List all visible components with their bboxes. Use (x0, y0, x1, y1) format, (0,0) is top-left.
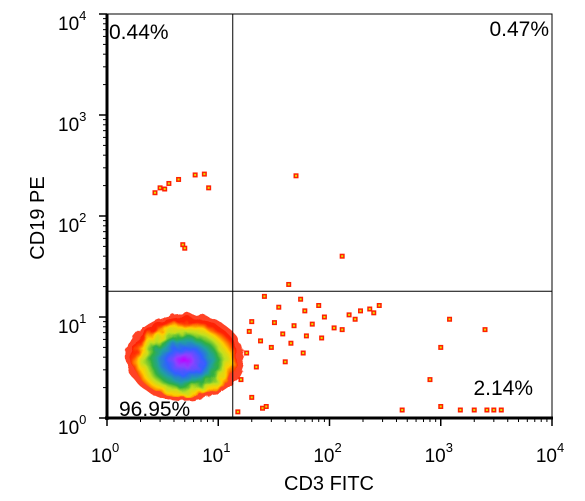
event-dot-core (492, 409, 495, 412)
x-tick-label: 104 (536, 440, 564, 467)
event-dot-core (359, 309, 362, 312)
event-dot-core (250, 396, 253, 399)
event-dot-core (177, 178, 180, 181)
event-dot-core (459, 409, 462, 412)
event-dot-core (284, 360, 287, 363)
event-dot-core (311, 323, 314, 326)
event-dot-core (295, 174, 298, 177)
y-tick-label: 100 (58, 412, 86, 439)
event-dot-core (401, 409, 404, 412)
event-dot-core (194, 173, 197, 176)
event-dot-core (281, 332, 284, 335)
y-tick-label: 101 (58, 311, 86, 338)
event-dot-core (270, 346, 273, 349)
event-dot-core (485, 409, 488, 412)
x-tick-label: 102 (313, 440, 341, 467)
event-dot-core (293, 324, 296, 327)
quadrant-label-upper-right: 0.47% (489, 18, 549, 41)
event-dot-core (207, 186, 210, 189)
event-dot-core (250, 320, 253, 323)
event-dot-core (299, 298, 302, 301)
event-dot-core (236, 410, 239, 413)
event-dot-core (302, 352, 305, 355)
event-dot-core (341, 255, 344, 258)
y-axis-label: CD19 PE (27, 176, 49, 259)
event-dot-core (203, 173, 206, 176)
x-tick-label: 100 (91, 440, 119, 467)
quadrant-label-lower-left: 96.95% (119, 398, 190, 421)
event-dot-core (378, 304, 381, 307)
event-dot-core (303, 309, 306, 312)
event-dot-core (277, 306, 280, 309)
event-dot-core (439, 346, 442, 349)
event-dot-core (473, 409, 476, 412)
event-dot-core (439, 405, 442, 408)
event-dot-core (348, 313, 351, 316)
event-dot-core (261, 407, 264, 410)
event-dot-core (305, 334, 308, 337)
event-dot-core (289, 342, 292, 345)
event-dot-core (320, 336, 323, 339)
event-dot-core (333, 326, 336, 329)
event-dot-core (448, 318, 451, 321)
quadrant-label-upper-left: 0.44% (109, 21, 169, 44)
x-tick-label: 103 (425, 440, 453, 467)
event-dot-core (372, 311, 375, 314)
event-dot-core (323, 316, 326, 318)
main-population-density (131, 317, 239, 398)
x-tick-label: 101 (202, 440, 230, 467)
event-dot-core (159, 186, 162, 189)
event-dot-core (341, 328, 344, 331)
event-dot-core (428, 378, 431, 381)
event-dot-core (248, 330, 251, 333)
event-dot-core (245, 352, 248, 355)
y-tick-label: 103 (58, 109, 86, 136)
y-tick-label: 102 (58, 210, 86, 237)
x-axis-label: CD3 FITC (284, 473, 374, 495)
event-dot-core (163, 188, 166, 191)
event-dot-core (273, 321, 276, 324)
event-dot-core (183, 247, 186, 250)
event-dot-core (500, 409, 503, 412)
event-dot-core (368, 308, 371, 311)
event-dot-core (317, 304, 320, 307)
quadrant-label-lower-right: 2.14% (473, 377, 533, 400)
event-dot-core (263, 295, 266, 298)
event-dot-core (153, 191, 156, 194)
event-dot-core (239, 378, 242, 381)
event-dot-core (167, 182, 170, 185)
event-dot-core (354, 318, 357, 321)
event-dot-core (265, 405, 268, 408)
event-dot-core (259, 339, 262, 342)
event-dot-core (484, 328, 487, 331)
event-dot-core (181, 243, 184, 246)
event-dot-core (287, 283, 290, 286)
event-dot-core (255, 365, 258, 368)
y-tick-label: 104 (58, 8, 86, 35)
